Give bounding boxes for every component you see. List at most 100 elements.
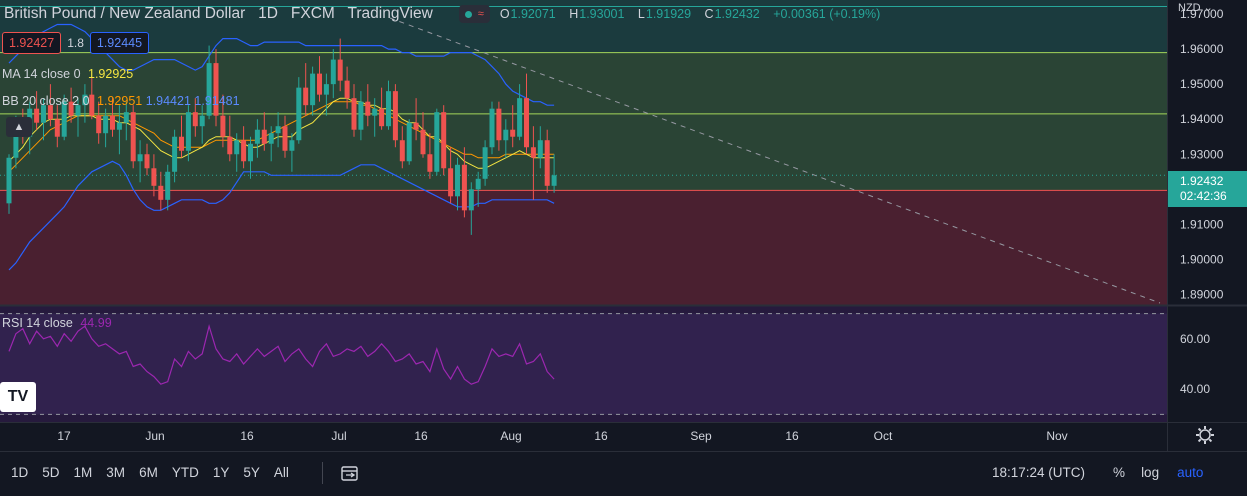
candle [137, 140, 143, 183]
period-1m[interactable]: 1M [73, 465, 93, 480]
auto-scale-toggle[interactable]: auto [1177, 465, 1204, 480]
candle [75, 98, 81, 137]
candle [151, 154, 157, 197]
zone-lower [0, 190, 1167, 305]
candle-body [151, 168, 157, 186]
time-axis-label: 17 [57, 429, 71, 443]
candle-body [47, 105, 53, 120]
candle-body [54, 119, 60, 137]
candle-body [455, 164, 460, 197]
candle [372, 98, 378, 137]
candle-body [441, 112, 447, 169]
candle-body [448, 168, 454, 197]
candle [386, 80, 391, 130]
price-axis-label: 1.90000 [1180, 252, 1224, 266]
candle-body [289, 140, 295, 151]
symbol-title[interactable]: British Pound / New Zealand Dollar 1D FX… [4, 5, 433, 22]
candle-body [103, 115, 109, 134]
candle-body [206, 63, 212, 116]
candle-body [372, 108, 378, 116]
candle-body [351, 98, 357, 130]
price-axis-label: 1.91000 [1180, 217, 1224, 231]
gear-icon[interactable] [1194, 424, 1216, 446]
candle-body [172, 136, 178, 172]
rsi-value: 44.99 [80, 316, 112, 330]
candle [434, 108, 440, 176]
bb-legend[interactable]: BB 20 close 2 0 1.92951 1.94421 1.91481 [2, 94, 240, 108]
candle [41, 98, 46, 141]
candle [54, 105, 60, 148]
time-axis-label: Nov [1046, 429, 1067, 443]
ma-legend[interactable]: MA 14 close 0 1.92925 [2, 67, 134, 81]
candle-body [475, 178, 481, 190]
candle-body [524, 98, 529, 148]
date-range-icon[interactable] [340, 463, 360, 483]
close-value: 1.92432 [714, 7, 760, 21]
period-selector: 1D 5D 1M 3M 6M YTD 1Y 5Y All [11, 465, 289, 480]
period-1y[interactable]: 1Y [212, 465, 230, 480]
trendline-dashed [389, 17, 1161, 304]
rsi-pane [0, 313, 1167, 415]
rsi-axis-label: 40.00 [1180, 382, 1210, 396]
candle-body [468, 189, 474, 211]
period-5y[interactable]: 5Y [243, 465, 260, 480]
chevron-down-icon: ⌄ [1203, 2, 1213, 14]
period-3m[interactable]: 3M [106, 465, 126, 480]
market-status-pill[interactable]: ≈ [458, 5, 490, 23]
zone-upper [0, 0, 1167, 53]
candle [110, 98, 115, 137]
collapse-legend-button[interactable]: ▲ [6, 117, 32, 137]
candle [220, 94, 226, 148]
candle-body [530, 147, 536, 158]
candle [544, 129, 550, 193]
candle [82, 84, 88, 123]
candle-body [296, 87, 302, 141]
chart-canvas[interactable]: 1.97000 1.96000 1.95000 1.94000 1.93000 1.910… [0, 0, 1247, 451]
tradingview-logo[interactable]: TV [0, 382, 36, 412]
time-axis-label: Oct [874, 429, 893, 443]
candle [323, 73, 329, 116]
utc-clock[interactable]: 18:17:24 (UTC) [992, 465, 1086, 480]
candle-body [510, 129, 516, 137]
low-value: 1.91929 [645, 7, 692, 21]
candle [475, 171, 481, 207]
candle-body [489, 108, 495, 148]
candle [496, 101, 502, 151]
period-5d[interactable]: 5D [42, 465, 60, 480]
period-ytd[interactable]: YTD [171, 465, 199, 480]
candle [448, 147, 454, 204]
period-6m[interactable]: 6M [139, 465, 158, 480]
candle-body [344, 80, 350, 99]
price-axis-label: 1.97000 [1180, 7, 1224, 21]
candle [185, 105, 191, 162]
rsi-legend[interactable]: RSI 14 close 44.99 [2, 316, 112, 330]
buy-button[interactable]: 1.92445 [89, 32, 150, 54]
period-1d[interactable]: 1D [11, 465, 29, 480]
candlesticks [6, 38, 557, 235]
candle [254, 119, 260, 158]
toolbar-divider [322, 462, 323, 484]
high-value: 1.93001 [579, 7, 625, 21]
candle [503, 119, 509, 158]
bb-upper-value: 1.94421 [145, 94, 191, 108]
candle-body [248, 143, 253, 162]
trendline[interactable] [389, 17, 1161, 304]
candle [275, 112, 281, 148]
sell-button[interactable]: 1.92427 [2, 32, 62, 54]
percent-scale-toggle[interactable]: % [1113, 465, 1126, 480]
current-price: 1.92432 [1180, 174, 1224, 188]
candle [158, 171, 164, 211]
time-axis-label: Jul [331, 429, 346, 443]
candle-body [434, 112, 440, 172]
candle-body [406, 122, 412, 162]
candle-body [144, 154, 150, 169]
period-all[interactable]: All [273, 465, 289, 480]
candle [199, 105, 205, 144]
currency-selector[interactable]: NZD ⌄ [1178, 2, 1213, 14]
candle [365, 84, 371, 127]
log-scale-toggle[interactable]: log [1141, 465, 1160, 480]
candle [420, 112, 426, 158]
candle [103, 108, 109, 148]
market-open-dot-icon [464, 10, 472, 18]
ohlc-values: O1.92071 H1.93001 L1.91929 C1.92432 +0.0… [499, 7, 881, 21]
